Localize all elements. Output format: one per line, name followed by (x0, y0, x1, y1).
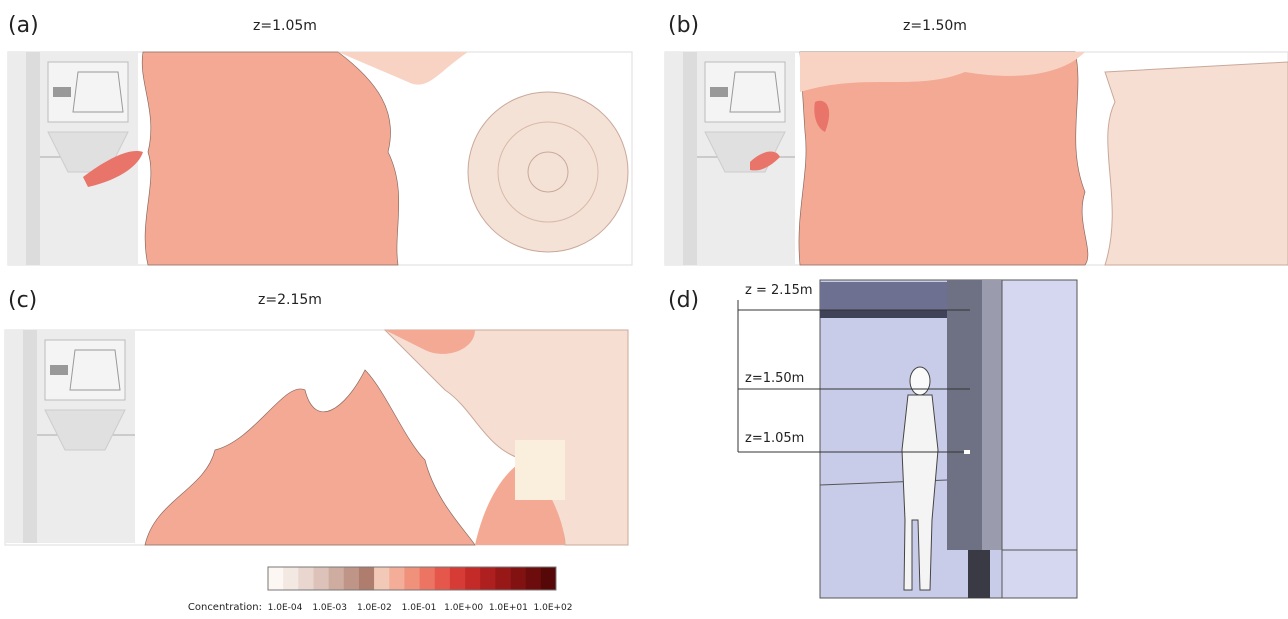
colorbar-swatch (419, 567, 436, 590)
colorbar-swatch (434, 567, 451, 590)
colorbar-swatch (525, 567, 542, 590)
panel-label: (d) (668, 288, 699, 313)
colorbar-tick-label: 1.0E+00 (444, 603, 483, 613)
colorbar-label: Concentration: (188, 602, 262, 613)
colorbar-swatch (358, 567, 375, 590)
colorbar-swatch (298, 567, 314, 590)
colorbar-swatch (449, 567, 466, 590)
colorbar-swatch (510, 567, 526, 590)
colorbar-swatch (480, 567, 496, 590)
contour-plot (664, 51, 1288, 266)
colorbar-tick-label: 1.0E-02 (357, 603, 392, 613)
height-label: z=1.05m (745, 431, 804, 446)
colorbar-swatch (465, 567, 481, 590)
colorbar-tick-label: 1.0E-04 (268, 603, 303, 613)
colorbar-tick-label: 1.0E-01 (402, 603, 437, 613)
panel-title: z=2.15m (258, 292, 322, 308)
colorbar-swatch (313, 567, 329, 590)
colorbar-swatch (283, 567, 299, 590)
panel-label: (a) (8, 13, 39, 38)
colorbar-swatch (343, 567, 360, 590)
colorbar-swatch (328, 567, 345, 590)
colorbar-swatch (540, 567, 557, 590)
contour-plot (7, 51, 633, 266)
geometry-diagram (737, 279, 1078, 599)
colorbar (267, 566, 557, 591)
panel-label: (c) (8, 288, 37, 313)
height-label: z = 2.15m (745, 283, 813, 298)
colorbar-frame (267, 566, 557, 591)
colorbar-swatch (374, 567, 390, 590)
colorbar-swatch (404, 567, 420, 590)
colorbar-swatch (268, 567, 284, 590)
panel-label: (b) (668, 13, 699, 38)
colorbar-tick-label: 1.0E+01 (489, 603, 528, 613)
height-label: z=1.50m (745, 371, 804, 386)
colorbar-tick-label: 1.0E-03 (312, 603, 347, 613)
colorbar-swatch (389, 567, 405, 590)
contour-plot (4, 329, 629, 546)
panel-title: z=1.50m (903, 18, 967, 34)
colorbar-tick-label: 1.0E+02 (534, 603, 573, 613)
panel-title: z=1.05m (253, 18, 317, 34)
colorbar-swatch (495, 567, 511, 590)
